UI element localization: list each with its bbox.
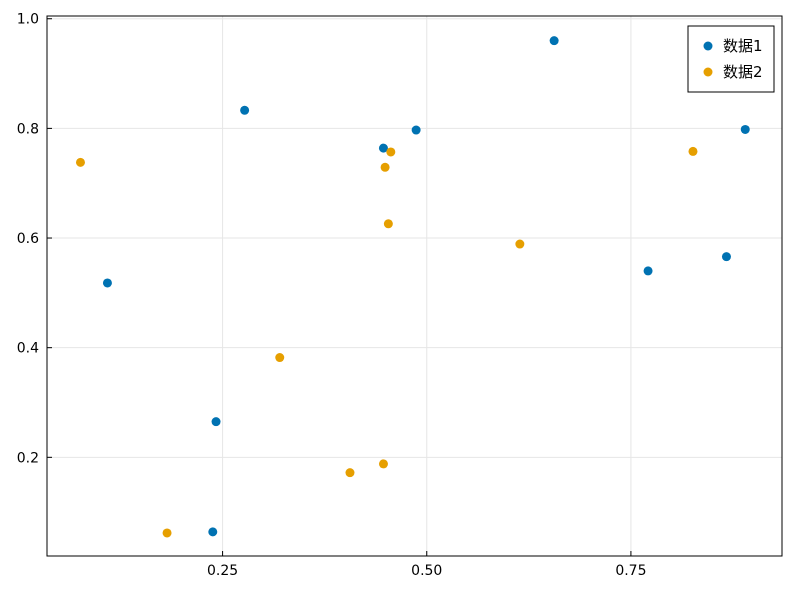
scatter-point-series-1 [740, 124, 750, 134]
scatter-point-series-2 [345, 468, 355, 478]
scatter-point-series-1 [102, 278, 112, 288]
legend-marker [703, 67, 713, 77]
x-tick-label: 0.50 [411, 563, 442, 579]
scatter-point-series-1 [549, 36, 559, 46]
scatter-point-series-2 [75, 157, 85, 167]
scatter-point-series-2 [275, 353, 285, 363]
y-tick-label: 0.8 [17, 121, 39, 137]
axis-ticks: 0.25 0.50 0.75 0.2 0.4 0.6 0.8 1.0 [17, 12, 647, 579]
scatter-point-series-2 [378, 459, 388, 469]
grid [47, 16, 782, 556]
scatter-point-series-2 [515, 239, 525, 249]
x-tick-label: 0.25 [207, 563, 238, 579]
scatter-point-series-1 [240, 105, 250, 115]
y-tick-label: 0.2 [17, 450, 39, 466]
scatter-point-series-1 [643, 266, 653, 276]
scatter-point-series-2 [380, 162, 390, 172]
scatter-point-series-1 [211, 417, 221, 427]
x-tick-label: 0.75 [615, 563, 646, 579]
plot-frame [46, 15, 783, 557]
legend-marker [703, 41, 713, 51]
y-tick-label: 0.4 [17, 341, 39, 357]
legend-label: 数据1 [723, 37, 763, 55]
y-tick-label: 1.0 [17, 12, 39, 28]
scatter-point-series-1 [411, 125, 421, 135]
scatter-point-series-2 [383, 219, 393, 229]
data-points [75, 36, 750, 538]
legend-box [687, 25, 775, 93]
legend-label: 数据2 [723, 63, 763, 81]
y-tick-label: 0.6 [17, 231, 39, 247]
scatter-point-series-1 [378, 143, 388, 153]
scatter-point-series-2 [162, 528, 172, 538]
scatter-point-series-1 [208, 527, 218, 537]
scatter-point-series-2 [386, 147, 396, 157]
scatter-point-series-2 [688, 146, 698, 156]
scatter-point-series-1 [721, 252, 731, 262]
